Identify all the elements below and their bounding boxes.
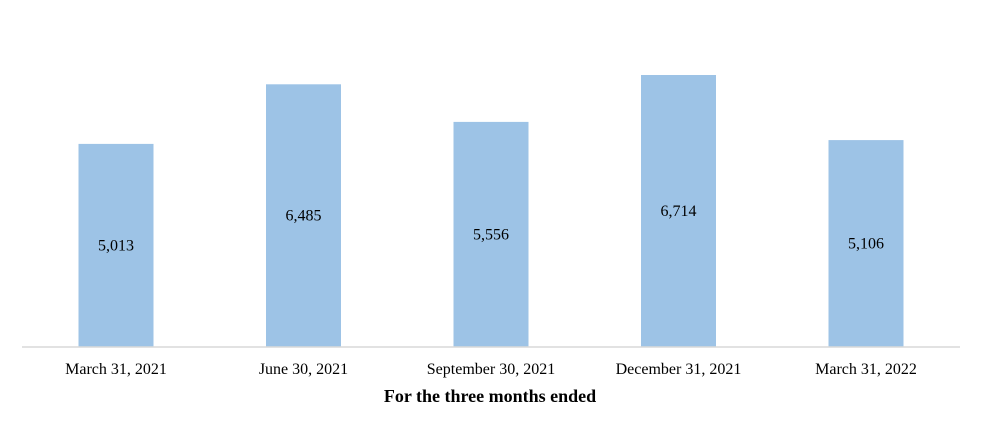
bar <box>266 84 341 348</box>
x-axis-title: For the three months ended <box>384 386 596 406</box>
bar <box>828 140 904 347</box>
x-tick-label: September 30, 2021 <box>427 361 555 378</box>
x-tick-labels-group: March 31, 2021 June 30, 2021 September 30,… <box>65 361 917 378</box>
x-tick-label: March 31, 2022 <box>815 361 917 378</box>
x-tick-label: December 31, 2021 <box>616 361 742 378</box>
bar <box>453 121 529 348</box>
bar <box>78 143 154 347</box>
bar-value-label: 5,556 <box>473 227 509 244</box>
bar-value-label: 5,106 <box>848 236 884 253</box>
bar-labels-group: 5,013 6,485 5,556 6,714 5,106 <box>98 203 884 255</box>
bar-value-label: 6,485 <box>286 208 322 225</box>
x-tick-label: March 31, 2021 <box>65 361 167 378</box>
bar-value-label: 6,714 <box>661 203 697 220</box>
bar-value-label: 5,013 <box>98 238 134 255</box>
bars-group <box>78 75 904 348</box>
x-tick-label: June 30, 2021 <box>259 361 348 378</box>
bar <box>641 75 716 347</box>
